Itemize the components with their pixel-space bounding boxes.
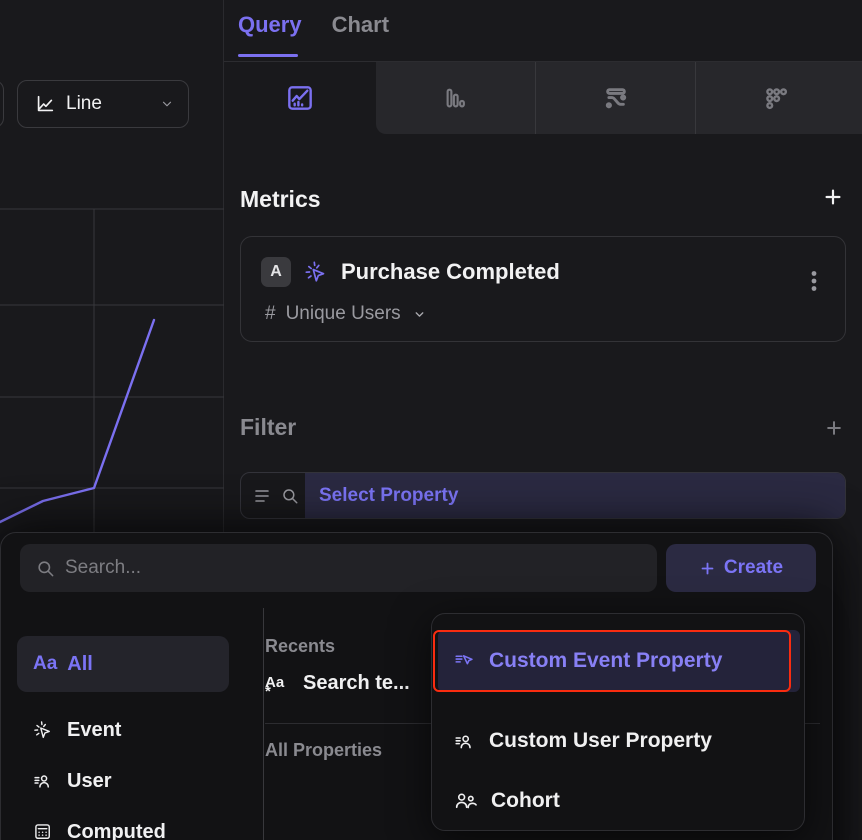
svg-text:*: * [265, 683, 271, 696]
